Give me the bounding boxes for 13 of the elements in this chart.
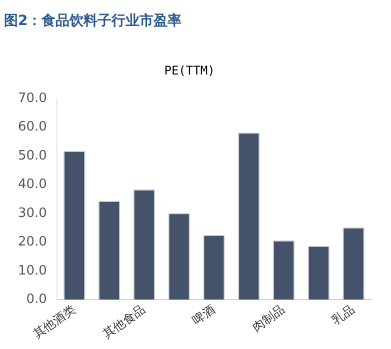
y-tick-label: 60.0	[18, 120, 47, 135]
y-tick-label: 70.0	[18, 90, 47, 106]
y-tick-label: 10.0	[18, 263, 47, 278]
y-tick-label: 20.0	[18, 234, 47, 250]
y-tick-label: 40.0	[18, 177, 47, 192]
chart-title: 图2：食品饮料子行业市盈率	[4, 12, 183, 30]
y-tick-label: 30.0	[18, 206, 47, 221]
x-tick-label: 乳品	[329, 302, 358, 328]
y-tick-label: 50.0	[18, 148, 47, 164]
chart-subtitle: PE(TTM)	[164, 63, 215, 78]
x-tick-label: 肉制品	[250, 302, 288, 334]
x-tick-label: 其他食品	[100, 302, 148, 342]
x-tick-label: 啤酒	[190, 302, 218, 328]
